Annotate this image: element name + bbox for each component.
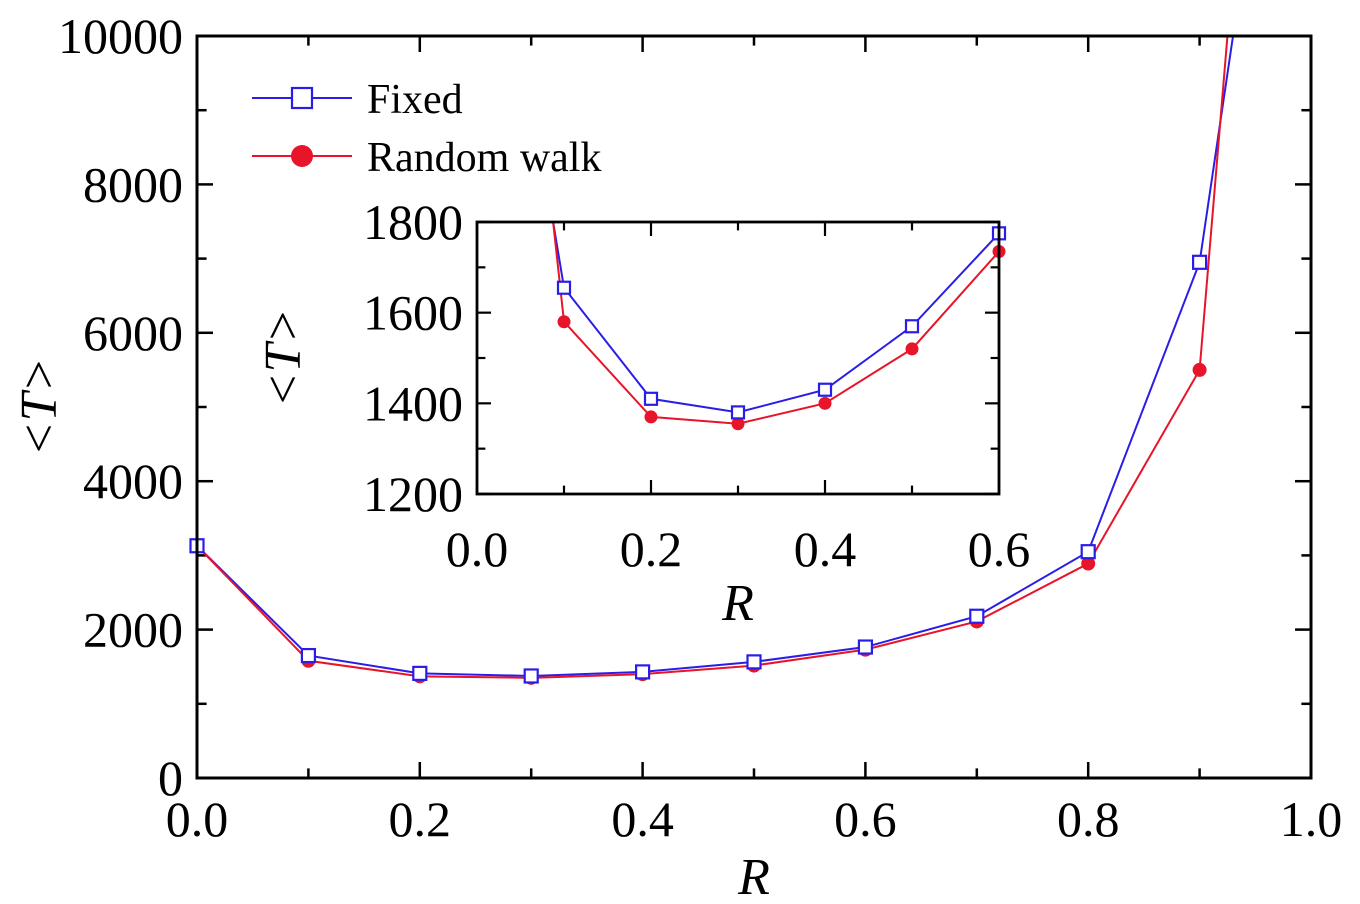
inset-data-point: [904, 319, 920, 334]
inset-plot: 0.0 0.2 0.4 0.6 1200 1400 1600 1800 R <T>: [255, 194, 1030, 632]
legend: Fixed Random walk: [252, 77, 601, 181]
inset-x-tick-label: 0.4: [794, 521, 857, 577]
inset-data-point: [905, 342, 919, 356]
main-x-tick-label: 0.4: [611, 791, 674, 847]
inset-x-tick-label: 0.0: [446, 521, 509, 577]
inset-data-point: [556, 280, 572, 295]
main-y-tick-label: 2000: [83, 602, 183, 658]
main-series-line-0: [197, 36, 1235, 677]
main-data-point: [1081, 556, 1096, 571]
legend-marker: [290, 86, 314, 110]
inset-y-tick-label: 1200: [363, 466, 463, 522]
main-data-point: [969, 608, 985, 624]
inset-frame: [475, 220, 1001, 496]
main-data-point: [523, 668, 539, 684]
inset-x-axis-title: R: [721, 575, 754, 632]
main-data-point: [1080, 544, 1096, 560]
main-y-tick-label: 8000: [83, 156, 183, 212]
legend-label: Random walk: [367, 135, 601, 181]
main-x-tick-label: 0.8: [1057, 791, 1120, 847]
inset-data-point: [643, 391, 659, 406]
inset-y-tick-label: 1800: [363, 194, 463, 250]
main-frame: [195, 34, 1313, 780]
main-data-point: [746, 654, 762, 670]
main-x-tick-label: 0.2: [389, 791, 452, 847]
inset-data-point: [731, 417, 745, 431]
main-y-tick-label: 10000: [58, 8, 183, 64]
inset-y-tick-label: 1400: [363, 375, 463, 431]
legend-label: Fixed: [367, 77, 463, 123]
main-data-point: [300, 647, 316, 664]
inset-series-line-1: [552, 222, 999, 425]
inset-data-point: [817, 382, 833, 397]
main-data-point: [1192, 362, 1207, 377]
main-x-axis-title: R: [737, 849, 770, 904]
main-y-tick-label: 6000: [83, 305, 183, 361]
inset-x-tick-label: 0.2: [620, 521, 683, 577]
main-data-point: [857, 639, 874, 655]
main-y-axis-title: <T>: [11, 357, 68, 456]
inset-y-tick-label: 1600: [363, 285, 463, 341]
inset-x-tick-label: 0.6: [968, 521, 1031, 577]
legend-marker: [291, 145, 313, 167]
main-data-point: [1191, 254, 1208, 270]
inset-data-point: [730, 405, 746, 420]
main-series-line-1: [197, 36, 1229, 679]
main-x-tick-label: 0.6: [834, 791, 897, 847]
inset-y-axis-title: <T>: [255, 308, 312, 407]
main-y-tick-label: 0: [158, 750, 183, 806]
inset-data-point: [644, 410, 658, 424]
main-y-tick-label: 4000: [83, 453, 183, 509]
inset-data-point: [557, 315, 571, 329]
main-data-point: [634, 664, 651, 680]
inset-data-point: [818, 396, 832, 410]
main-x-tick-label: 1.0: [1280, 791, 1343, 847]
main-plot: 0.0 0.2 0.4 0.6 0.8 1.0 0 2000 4000 6000 8000 10000…: [11, 8, 1342, 904]
main-data-point: [412, 665, 428, 681]
main-x-tick-label: 0.0: [166, 791, 229, 847]
